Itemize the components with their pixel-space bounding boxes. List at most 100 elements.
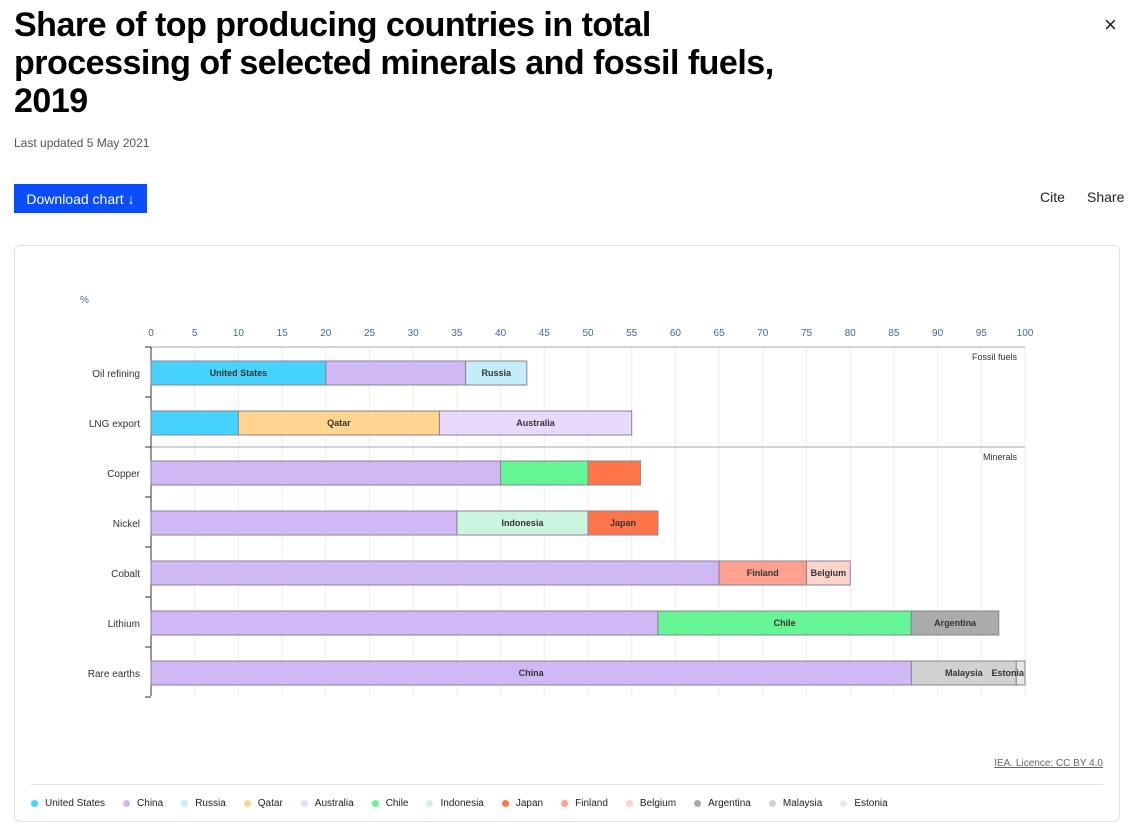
x-tick-label: 5 <box>192 328 198 339</box>
legend-dot-icon <box>840 800 848 807</box>
legend-item[interactable]: Russia <box>181 798 226 809</box>
bar-segment-china <box>325 360 467 386</box>
legend-dot-icon <box>501 800 509 807</box>
legend-item[interactable]: Australia <box>300 798 354 809</box>
category-label: Lithium <box>108 619 140 630</box>
bar-segment-belgium <box>806 560 851 586</box>
x-tick-label: 35 <box>451 328 463 339</box>
legend-dot-icon <box>181 800 189 807</box>
legend: United States China Russia Qatar Australia Ch… <box>31 784 1103 809</box>
bar-segment-estonia <box>1015 660 1026 686</box>
x-tick-label: 95 <box>976 328 988 339</box>
bar-segment-united-states <box>150 360 327 386</box>
data-label: Estonia <box>991 668 1025 678</box>
legend-item[interactable]: Qatar <box>243 798 283 809</box>
legend-label: Australia <box>314 798 354 809</box>
chart-card: % 0 5 10 15 20 25 30 35 40 45 50 55 60 65 70 75 80 85 90 95 1… <box>14 245 1120 822</box>
legend-item[interactable]: Finland <box>561 798 608 809</box>
bar-segment-united-states <box>150 410 239 436</box>
legend-dot-icon <box>561 800 569 807</box>
legend-item[interactable]: Chile <box>371 798 409 809</box>
bar-segment-russia <box>465 360 528 386</box>
legend-dot-icon <box>625 800 633 807</box>
x-tick-label: 55 <box>626 328 638 339</box>
bar-segment-china <box>150 660 912 686</box>
legend-item[interactable]: United States <box>31 798 105 809</box>
legend-item[interactable]: Estonia <box>840 798 888 809</box>
legend-dot-icon <box>31 800 38 807</box>
bar-segment-finland <box>718 560 807 586</box>
category-label: LNG export <box>89 419 140 430</box>
legend-item[interactable]: Indonesia <box>426 798 484 809</box>
bar-chart: % 0 5 10 15 20 25 30 35 40 45 50 55 60 65 70 75 80 85 90 95 1… <box>80 295 1034 698</box>
bar-segment-indonesia <box>456 510 589 536</box>
x-tick-label: 45 <box>539 328 551 339</box>
page-title: Share of top producing countries in tota… <box>14 6 774 120</box>
legend-item[interactable]: Belgium <box>625 798 677 809</box>
legend-label: Finland <box>575 798 608 809</box>
legend-item[interactable]: Japan <box>501 798 544 809</box>
category-label: Nickel <box>113 519 140 530</box>
legend-dot-icon <box>694 800 702 807</box>
x-tick-label: 10 <box>233 328 245 339</box>
data-label: Chile <box>774 618 796 628</box>
bar-segment-china <box>150 560 720 586</box>
category-label: Cobalt <box>111 569 140 580</box>
category-label: Oil refining <box>92 369 140 380</box>
data-label: Australia <box>516 418 556 428</box>
data-label: Argentina <box>934 618 977 628</box>
bar-segment-australia <box>438 410 633 436</box>
bar-segment-japan <box>587 460 641 486</box>
legend-label: Indonesia <box>440 798 484 809</box>
x-tick-label: 75 <box>801 328 813 339</box>
x-tick-label: 100 <box>1017 328 1034 339</box>
licence-link[interactable]: IEA. Licence: CC BY 4.0 <box>994 758 1103 769</box>
legend-label: Belgium <box>639 798 677 809</box>
legend-item[interactable]: China <box>123 798 163 809</box>
x-tick-label: 15 <box>277 328 289 339</box>
x-tick-label: 30 <box>408 328 420 339</box>
data-label: Belgium <box>811 568 847 578</box>
x-tick-label: 90 <box>932 328 944 339</box>
bar-segment-japan <box>587 510 659 536</box>
x-tick-label: 40 <box>495 328 507 339</box>
share-link[interactable]: Share <box>1087 189 1125 205</box>
x-tick-label: 0 <box>148 328 154 339</box>
bar-segment-malaysia <box>910 660 1017 686</box>
data-label: Malaysia <box>945 668 984 678</box>
download-chart-button[interactable]: Download chart ↓ <box>14 184 147 213</box>
legend-label: Chile <box>385 798 409 809</box>
close-icon[interactable]: × <box>1104 12 1117 37</box>
group-label: Fossil fuels <box>972 352 1018 362</box>
bar-segment-chile <box>500 460 589 486</box>
legend-dot-icon <box>371 800 379 807</box>
category-label: Rare earths <box>88 669 140 680</box>
legend-dot-icon <box>768 800 776 807</box>
legend-label: Japan <box>515 798 544 809</box>
data-label: Indonesia <box>501 518 544 528</box>
legend-item[interactable]: Argentina <box>694 798 751 809</box>
legend-dot-icon <box>426 800 434 807</box>
x-tick-label: 65 <box>714 328 726 339</box>
data-label: Finland <box>747 568 779 578</box>
x-tick-label: 85 <box>888 328 900 339</box>
bar-segment-qatar <box>237 410 440 436</box>
data-label: China <box>519 668 545 678</box>
bar-segment-china <box>150 460 502 486</box>
cite-link[interactable]: Cite <box>1040 189 1065 205</box>
legend-label: Argentina <box>708 798 751 809</box>
category-label: Copper <box>107 469 140 480</box>
bar-segment-argentina <box>910 610 1000 636</box>
legend-item[interactable]: Malaysia <box>768 798 822 809</box>
last-updated: Last updated 5 May 2021 <box>14 136 150 150</box>
legend-label: Russia <box>195 798 226 809</box>
x-tick-label: 20 <box>320 328 332 339</box>
legend-label: Qatar <box>257 798 283 809</box>
data-label: United States <box>210 368 268 378</box>
data-label: Russia <box>481 368 512 378</box>
x-tick-label: 50 <box>582 328 594 339</box>
legend-dot-icon <box>300 800 308 807</box>
legend-dot-icon <box>243 800 251 807</box>
legend-label: Estonia <box>854 798 888 809</box>
legend-label: United States <box>45 798 106 809</box>
